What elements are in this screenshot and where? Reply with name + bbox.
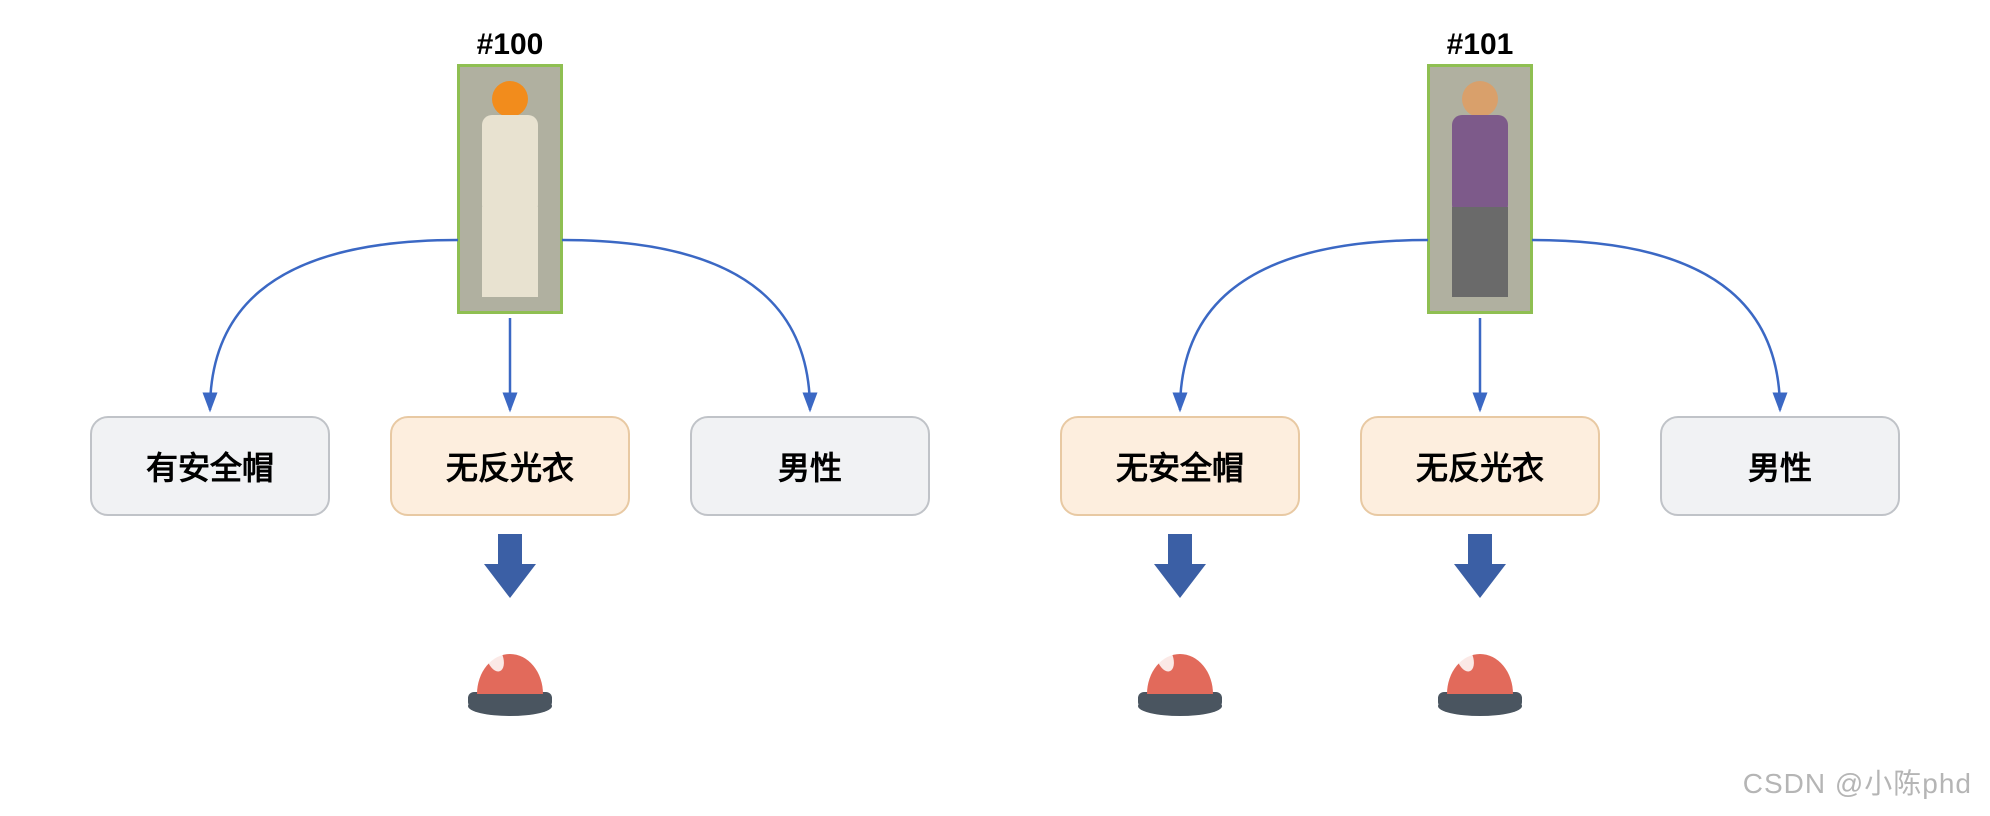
attribute-label: 男性 — [778, 443, 842, 489]
attribute-label: 无反光衣 — [446, 443, 574, 489]
alert-arrow-icon — [1150, 532, 1210, 602]
attribute-box: 无反光衣 — [1360, 416, 1600, 516]
id-label: #101 — [1447, 28, 1514, 62]
attribute-box: 男性 — [1660, 416, 1900, 516]
watermark: CSDN @小陈phd — [1743, 762, 1972, 802]
diagram-right: #101 无安全帽 无反光衣 男性 — [1030, 0, 1930, 816]
attribute-box: 无反光衣 — [390, 416, 630, 516]
id-label: #100 — [477, 28, 544, 62]
attribute-label: 无反光衣 — [1416, 443, 1544, 489]
alarm-icon — [1425, 610, 1535, 720]
attribute-box: 无安全帽 — [1060, 416, 1300, 516]
person-thumbnail — [457, 64, 563, 314]
attribute-box: 有安全帽 — [90, 416, 330, 516]
alert-arrow-icon — [480, 532, 540, 602]
attribute-label: 无安全帽 — [1116, 443, 1244, 489]
attribute-box: 男性 — [690, 416, 930, 516]
attribute-label: 有安全帽 — [146, 443, 274, 489]
alert-arrow-icon — [1450, 532, 1510, 602]
attribute-label: 男性 — [1748, 443, 1812, 489]
person-thumbnail — [1427, 64, 1533, 314]
diagram-left: #100 有安全帽 无反光衣 男性 — [60, 0, 960, 816]
alarm-icon — [1125, 610, 1235, 720]
alarm-icon — [455, 610, 565, 720]
